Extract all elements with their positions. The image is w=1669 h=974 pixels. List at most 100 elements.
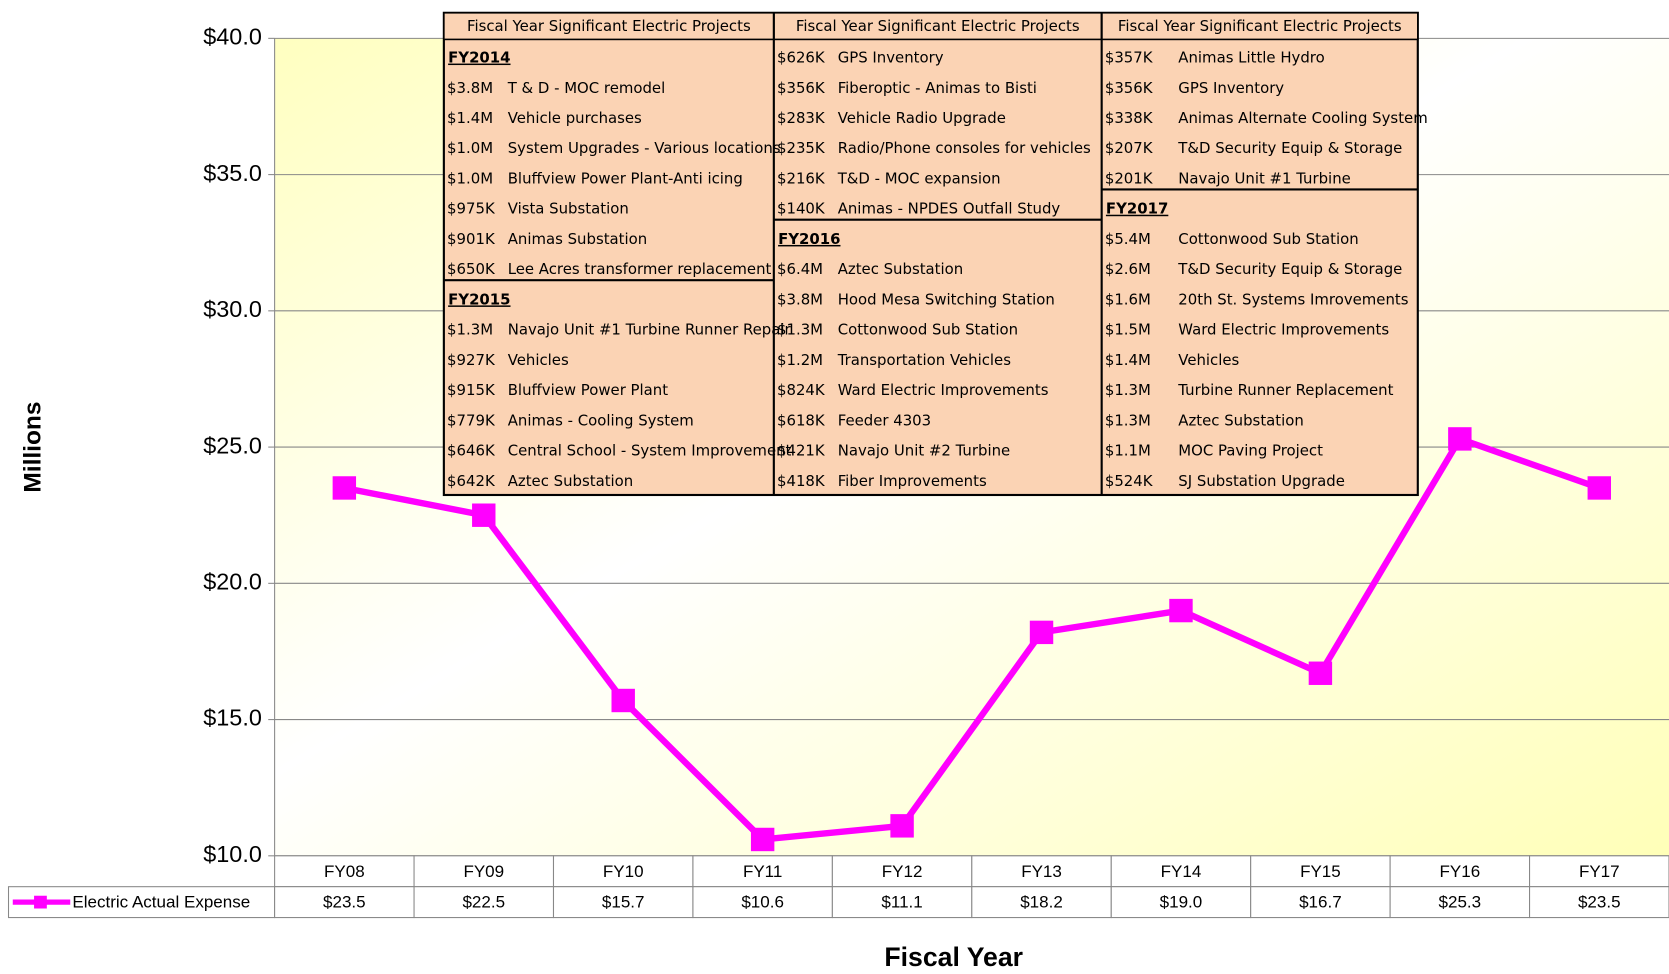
project-amount: $1.6M: [1105, 290, 1151, 308]
project-amount: $338K: [1105, 109, 1154, 127]
project-amount: $1.0M: [447, 139, 493, 157]
project-amount: $642K: [447, 472, 496, 490]
project-name: GPS Inventory: [1178, 79, 1284, 97]
project-amount: $216K: [777, 169, 826, 187]
project-name: Animas - Cooling System: [508, 411, 694, 429]
group-year: FY2017: [1106, 200, 1168, 218]
project-amount: $824K: [777, 381, 826, 399]
project-amount: $646K: [447, 442, 496, 460]
project-name: Ward Electric Improvements: [1178, 321, 1389, 339]
x-tick-label: FY08: [324, 862, 365, 881]
y-tick-label: $10.0: [203, 841, 262, 867]
value-label: $11.1: [881, 893, 922, 912]
project-name: Radio/Phone consoles for vehicles: [838, 139, 1091, 157]
project-amount: $1.1M: [1105, 442, 1151, 460]
project-amount: $779K: [447, 411, 496, 429]
marker: [890, 814, 914, 838]
project-amount: $1.3M: [1105, 381, 1151, 399]
project-name: Central School - System Improvement: [508, 442, 792, 460]
marker: [1448, 427, 1472, 451]
project-name: Bluffview Power Plant-Anti icing: [508, 169, 743, 187]
marker: [1169, 598, 1193, 623]
projects-header: Fiscal Year Significant Electric Project…: [1118, 17, 1402, 35]
y-tick-label: $40.0: [203, 24, 262, 50]
project-amount: $1.4M: [447, 109, 493, 127]
project-amount: $1.3M: [777, 321, 823, 339]
project-name: SJ Substation Upgrade: [1178, 472, 1345, 490]
table-cell: [1389, 886, 1531, 919]
y-tick-label: $35.0: [203, 160, 262, 186]
project-amount: $1.0M: [447, 169, 493, 187]
project-name: 20th St. Systems Imrovements: [1178, 290, 1408, 308]
project-name: Aztec Substation: [838, 260, 964, 278]
project-amount: $2.6M: [1105, 260, 1151, 278]
project-name: Hood Mesa Switching Station: [838, 290, 1055, 308]
x-tick-label: FY14: [1161, 862, 1202, 881]
table-cell: [692, 855, 833, 888]
project-name: Navajo Unit #1 Turbine: [1178, 169, 1350, 187]
group-year: FY2015: [448, 290, 510, 308]
project-name: Turbine Runner Replacement: [1177, 381, 1393, 399]
y-tick-label: $15.0: [203, 705, 262, 731]
y-axis-title: Millions: [20, 402, 47, 493]
projects-header-cell: [443, 12, 775, 41]
project-amount: $421K: [777, 442, 826, 460]
project-amount: $975K: [447, 200, 496, 218]
project-amount: $626K: [777, 49, 826, 67]
table-cell: [413, 855, 555, 888]
value-label: $22.5: [462, 893, 505, 912]
y-tick-label: $20.0: [203, 569, 262, 595]
marker: [1029, 620, 1054, 645]
marker: [1587, 476, 1611, 500]
project-name: Vehicle Radio Upgrade: [838, 109, 1006, 127]
x-tick-label: FY13: [1021, 862, 1062, 881]
project-amount: $6.4M: [777, 260, 823, 278]
projects-table: [442, 11, 1419, 497]
project-amount: $207K: [1105, 139, 1154, 157]
legend-label: Electric Actual Expense: [72, 893, 250, 912]
marker: [332, 476, 357, 500]
marker: [611, 688, 635, 713]
project-name: Vista Substation: [508, 200, 629, 218]
project-amount: $901K: [447, 230, 496, 248]
project-name: Lee Acres transformer replacement: [508, 260, 772, 278]
table-cell: [1110, 886, 1252, 919]
table-cell: [971, 855, 1112, 888]
project-name: Animas Alternate Cooling System: [1178, 109, 1427, 127]
marker: [1308, 661, 1333, 685]
project-name: Animas - NPDES Outfall Study: [838, 200, 1061, 218]
project-name: Cottonwood Sub Station: [1178, 230, 1358, 248]
project-name: Aztec Substation: [508, 472, 634, 490]
project-amount: $618K: [777, 411, 826, 429]
x-axis-title: Fiscal Year: [884, 942, 1023, 972]
project-name: Animas Substation: [508, 230, 647, 248]
table-cell: [1250, 855, 1391, 888]
project-amount: $650K: [447, 260, 496, 278]
group-year: FY2016: [778, 230, 840, 248]
value-label: $18.2: [1020, 893, 1063, 912]
project-name: T&D - MOC expansion: [837, 169, 1001, 187]
project-amount: $5.4M: [1105, 230, 1151, 248]
x-tick-label: FY12: [882, 862, 923, 881]
project-name: Bluffview Power Plant: [508, 381, 669, 399]
project-amount: $927K: [447, 351, 496, 369]
project-name: Fiber Improvements: [838, 472, 987, 490]
project-name: Vehicles: [1178, 351, 1239, 369]
y-tick-label: $25.0: [203, 432, 262, 458]
project-name: Animas Little Hydro: [1178, 49, 1324, 67]
project-name: Aztec Substation: [1178, 411, 1304, 429]
table-cell: [1529, 855, 1669, 888]
project-name: T&D Security Equip & Storage: [1177, 139, 1402, 157]
project-name: Cottonwood Sub Station: [838, 321, 1018, 339]
table-cell: [274, 855, 415, 888]
x-tick-label: FY10: [603, 862, 644, 881]
project-amount: $283K: [777, 109, 826, 127]
project-name: System Upgrades - Various locations: [508, 139, 781, 157]
project-amount: $356K: [777, 79, 826, 97]
project-amount: $356K: [1105, 79, 1154, 97]
value-label: $15.7: [602, 893, 645, 912]
value-label: $16.7: [1299, 893, 1342, 912]
x-tick-label: FY09: [463, 862, 504, 881]
